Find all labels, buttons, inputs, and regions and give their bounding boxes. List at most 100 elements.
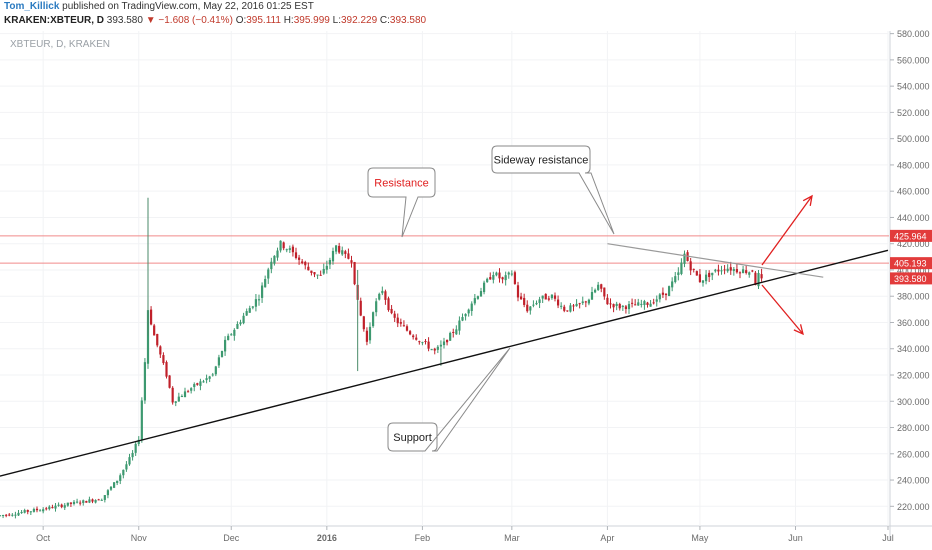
y-tick-label: 440.000 [897, 213, 930, 223]
candle-body [285, 249, 288, 251]
symbol-label[interactable]: KRAKEN:XBTEUR, D [4, 15, 104, 26]
candle-body [82, 500, 85, 503]
publish-info: published on TradingView.com, May 22, 20… [62, 1, 314, 12]
y-tick-label: 280.000 [897, 423, 930, 433]
candle-body [254, 299, 258, 307]
candle-body [427, 341, 430, 349]
candle-body [331, 250, 335, 262]
resistance-callout-bubble[interactable] [367, 167, 436, 238]
last-price-tag[interactable] [890, 272, 932, 285]
candle-body [664, 293, 668, 296]
candle-body [341, 250, 344, 255]
candle-body [550, 294, 554, 299]
candle-body [482, 282, 486, 293]
y-tick-label: 340.000 [897, 344, 930, 354]
candle-body [365, 330, 369, 342]
candle-body [529, 306, 532, 311]
candle-body [32, 509, 36, 512]
candle-body [726, 268, 729, 272]
candle-body [615, 303, 618, 306]
candle-body [541, 295, 544, 299]
change-down-icon: ▼ [145, 15, 156, 26]
candle-body [183, 391, 187, 398]
candle-body [122, 469, 125, 476]
candle-body [495, 272, 498, 276]
breakout-up-arrow[interactable] [761, 195, 813, 266]
candle-body [519, 296, 523, 300]
candle-body [658, 294, 661, 300]
candle-body [227, 335, 230, 341]
candle-body [717, 269, 720, 272]
candle-body [88, 499, 91, 503]
sideway-resistance-callout-bubble[interactable] [491, 145, 615, 235]
candle-body [674, 276, 677, 282]
candle-body [301, 261, 304, 263]
candle-body [205, 378, 208, 381]
price-tag-label: 405.193 [894, 259, 927, 269]
y-tick-label: 380.000 [897, 292, 930, 302]
candle-body [109, 486, 113, 490]
support-callout-text: Support [393, 432, 432, 444]
breakdown-down-arrow[interactable] [761, 284, 804, 335]
candle-body [748, 272, 751, 275]
candle-body [199, 381, 202, 386]
candle-body [587, 299, 591, 304]
close-value: 393.580 [389, 15, 427, 26]
time-axis[interactable]: Oct Nov Dec 2016 Feb Mar Apr May Jun Jul [36, 526, 894, 543]
annotations[interactable]: Resistance Sideway resistance Support [367, 145, 615, 452]
candle-body [445, 339, 449, 343]
support-callout-bubble[interactable] [387, 347, 511, 452]
candle-body [26, 509, 29, 512]
candle-body [313, 272, 316, 275]
candle-body [757, 272, 760, 287]
candle-body [535, 302, 538, 305]
candle-body [516, 285, 520, 298]
candle-body [643, 301, 646, 306]
support-trendline[interactable] [0, 249, 889, 477]
candles [0, 197, 763, 519]
candle-body [251, 306, 254, 308]
sideway-resistance-line[interactable] [607, 243, 824, 278]
candle-body [677, 272, 680, 275]
candle-body [627, 304, 631, 310]
author-link[interactable]: Tom_Killick [4, 1, 60, 12]
candle-body [473, 298, 476, 304]
candle-body [91, 499, 94, 502]
candle-body [236, 324, 239, 329]
candle-body [402, 325, 406, 327]
candle-body [452, 331, 455, 333]
trendlines [0, 194, 889, 477]
candle-body [208, 376, 211, 379]
candle-body [171, 387, 174, 403]
y-tick-label: 320.000 [897, 371, 930, 381]
candle-body [310, 270, 313, 273]
candle-body [119, 475, 122, 481]
candle-body [652, 302, 655, 304]
x-tick-label: Nov [131, 533, 148, 543]
candle-body [412, 335, 415, 338]
price-axis[interactable]: 220.000 240.000 260.000 280.000 300.000 320.0… [890, 29, 932, 512]
price-tag[interactable] [890, 257, 932, 270]
candle-body [264, 279, 267, 288]
candle-body [597, 284, 600, 290]
candle-body [177, 396, 180, 402]
resistance-callout-text: Resistance [374, 178, 428, 190]
candle-body [165, 362, 168, 377]
candle-body [368, 326, 372, 341]
price-tag[interactable] [890, 229, 932, 242]
candle-body [618, 303, 621, 309]
low-label: L: [332, 15, 341, 26]
candle-body [609, 303, 612, 305]
publish-header: Tom_Killick published on TradingView.com… [4, 1, 314, 12]
candle-body [741, 269, 745, 274]
candle-body [378, 293, 381, 300]
candle-body [186, 391, 190, 393]
candle-body [538, 299, 541, 303]
x-tick-label: Mar [504, 533, 520, 543]
x-tick-label: 2016 [317, 533, 337, 543]
candle-body [85, 500, 88, 503]
x-tick-label: Jun [788, 533, 803, 543]
candle-body [498, 272, 501, 279]
candle-body [156, 333, 159, 346]
